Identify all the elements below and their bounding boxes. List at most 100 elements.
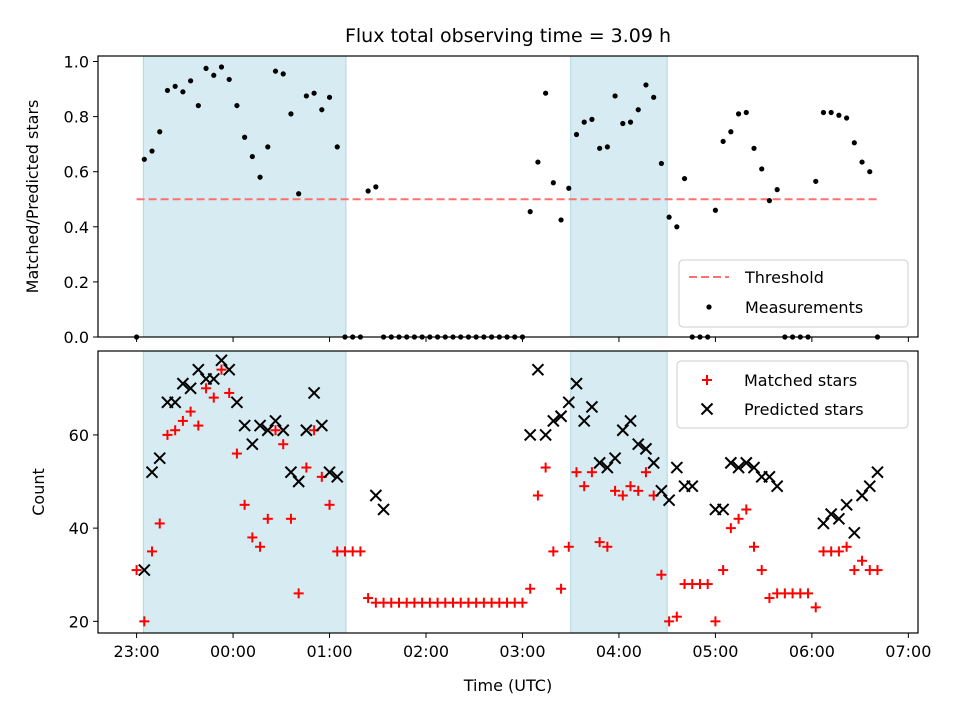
legend-box <box>678 259 909 328</box>
measurement-point <box>666 214 672 220</box>
matched-star-point <box>239 499 250 510</box>
matched-star-point <box>571 467 582 478</box>
legend-measurement-label: Measurements <box>745 298 863 317</box>
matched-star-point <box>849 565 860 576</box>
predicted-star-point <box>578 414 591 428</box>
predicted-star-point <box>215 354 228 367</box>
measurement-point <box>643 82 649 88</box>
predicted-star-point <box>670 461 684 474</box>
y-tick-label: 0.8 <box>64 108 89 127</box>
matched-star-point <box>610 485 621 496</box>
matched-star-point <box>733 513 744 524</box>
predicted-star-point <box>763 470 776 484</box>
predicted-star-point <box>662 493 676 507</box>
legend-measurement-swatch <box>706 304 712 310</box>
measurement-point <box>851 140 857 146</box>
top-legend: Threshold Measurements <box>678 259 909 328</box>
matched-star-point <box>671 611 682 622</box>
measurement-point <box>658 160 664 167</box>
measurement-point <box>311 90 317 96</box>
y-tick-label: 0.4 <box>64 218 89 237</box>
x-tick-label: 06:00 <box>789 642 835 661</box>
measurement-point <box>604 144 610 150</box>
predicted-star-point <box>539 428 552 442</box>
matched-star-point <box>872 565 883 576</box>
matched-star-point <box>857 555 868 566</box>
y-tick-label: 40 <box>69 519 89 538</box>
matched-star-point <box>532 490 543 501</box>
predicted-star-point <box>222 363 236 376</box>
predicted-star-point <box>246 438 259 451</box>
measurement-point <box>589 116 595 122</box>
matched-star-point <box>640 467 651 478</box>
measurement-point <box>141 156 147 162</box>
measurement-point <box>728 129 734 135</box>
measurement-point <box>211 72 217 78</box>
matched-star-point <box>810 602 821 613</box>
predicted-star-point <box>230 396 244 409</box>
measurement-point <box>759 166 765 172</box>
measurement-point <box>242 134 248 140</box>
matched-star-point <box>841 541 852 552</box>
matched-star-point <box>525 583 536 594</box>
measurement-point <box>365 188 371 194</box>
legend-matched-swatch <box>702 375 712 385</box>
measurement-point <box>272 68 279 74</box>
predicted-star-point <box>331 470 344 484</box>
x-tick-label: 07:00 <box>885 642 931 661</box>
predicted-star-point <box>848 526 861 539</box>
x-tick-label: 05:00 <box>692 642 738 661</box>
measurement-point <box>535 159 541 165</box>
matched-star-point <box>224 387 235 398</box>
x-tick-label: 01:00 <box>306 642 352 661</box>
legend-matched-label: Matched stars <box>744 371 857 390</box>
x-tick-label: 00:00 <box>210 642 256 661</box>
x-tick-label: 02:00 <box>403 642 449 661</box>
predicted-star-point <box>269 414 282 428</box>
predicted-star-point <box>593 456 606 470</box>
matched-star-point <box>363 593 374 604</box>
matched-star-point <box>702 579 713 590</box>
observing-window-shade <box>142 55 347 338</box>
matched-star-point <box>247 532 258 543</box>
predicted-star-point <box>192 363 205 376</box>
matched-star-point <box>602 541 613 552</box>
measurement-point <box>149 148 155 154</box>
predicted-star-point <box>724 456 738 470</box>
predicted-star-point <box>238 419 251 432</box>
measurement-point <box>651 94 657 100</box>
matched-star-point <box>231 448 242 459</box>
predicted-star-point <box>307 386 321 400</box>
matched-star-point <box>301 462 312 473</box>
predicted-star-point <box>315 419 329 432</box>
predicted-star-point <box>300 424 313 437</box>
measurement-point <box>203 65 209 71</box>
measurement-point <box>218 64 225 70</box>
measurement-point <box>558 217 564 223</box>
measurement-point <box>674 224 680 230</box>
matched-star-point <box>664 616 675 627</box>
x-axis-label: Time (UTC) <box>463 676 552 695</box>
observing-window-shade <box>142 350 347 634</box>
matched-star-point <box>208 392 219 403</box>
matched-star-point <box>216 364 227 375</box>
matched-star-point <box>833 546 844 557</box>
y-tick-label: 0.0 <box>64 328 89 347</box>
measurement-point <box>550 180 556 186</box>
measurement-point <box>334 144 340 150</box>
predicted-star-point <box>624 414 637 428</box>
measurement-point <box>820 109 827 116</box>
matched-star-point <box>556 583 567 594</box>
matched-star-point <box>147 546 158 557</box>
predicted-star-point <box>639 442 653 456</box>
predicted-star-point <box>284 465 298 479</box>
measurement-point <box>157 129 163 135</box>
measurement-point <box>828 109 834 116</box>
measurement-point <box>867 169 873 175</box>
top-panel: 0.0 0.2 0.4 0.6 0.8 1.0 Flux total observing … <box>23 25 919 347</box>
measurement-point <box>597 145 603 151</box>
matched-star-point <box>193 420 204 431</box>
measurement-point <box>180 89 186 95</box>
matched-star-point <box>617 490 628 501</box>
